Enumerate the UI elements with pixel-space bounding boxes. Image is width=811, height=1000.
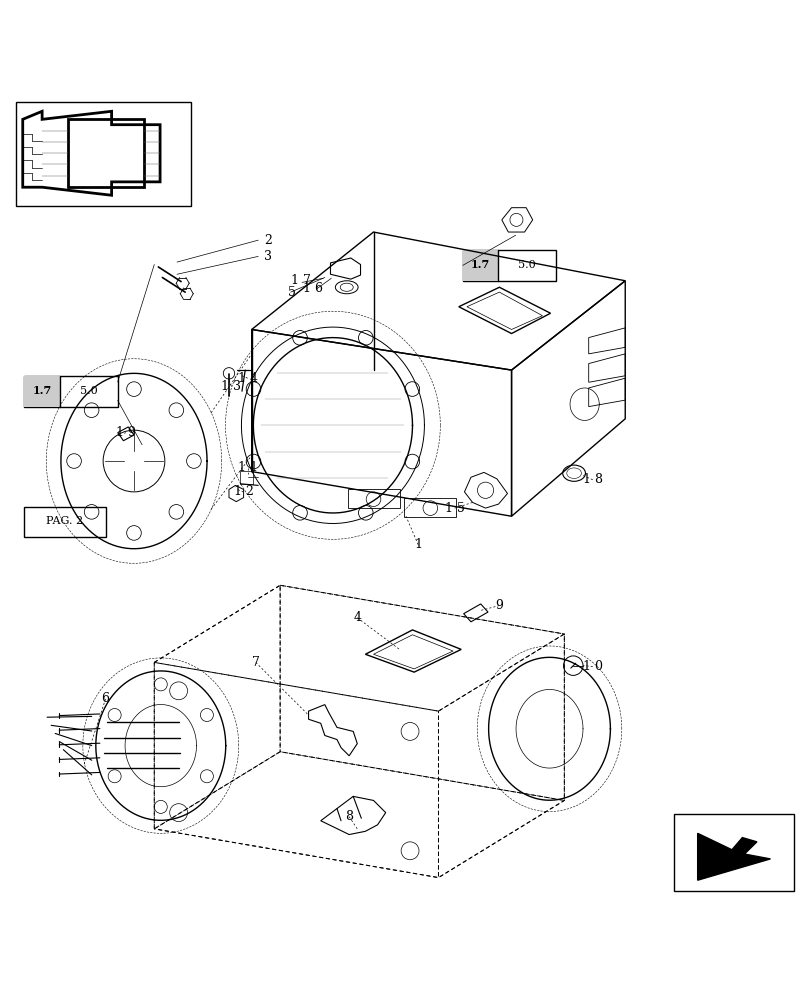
Text: 1 0: 1 0 <box>582 660 602 673</box>
Text: 1 9: 1 9 <box>116 426 135 439</box>
Text: PAG. 2: PAG. 2 <box>46 516 84 526</box>
Bar <box>24 507 105 537</box>
Text: 5.0: 5.0 <box>79 386 97 396</box>
Text: 8: 8 <box>345 810 353 823</box>
Text: 1 3: 1 3 <box>221 380 241 393</box>
Bar <box>462 250 556 281</box>
Text: 2: 2 <box>264 234 272 247</box>
Text: 1 8: 1 8 <box>582 473 602 486</box>
Text: 1: 1 <box>414 538 422 551</box>
Text: 3: 3 <box>264 250 272 263</box>
Text: 1 4: 1 4 <box>238 372 257 385</box>
Text: 1 1: 1 1 <box>238 461 257 474</box>
Text: 7: 7 <box>251 656 260 669</box>
Bar <box>16 102 191 206</box>
Text: 1 7: 1 7 <box>290 274 310 287</box>
Text: 5: 5 <box>288 286 296 299</box>
Text: 9: 9 <box>495 599 503 612</box>
Bar <box>24 376 60 407</box>
Text: 1 2: 1 2 <box>234 485 253 498</box>
Text: 1.7: 1.7 <box>470 259 490 270</box>
Bar <box>673 814 793 891</box>
Text: 1 6: 1 6 <box>303 282 322 295</box>
Polygon shape <box>697 833 770 880</box>
Text: 5.0: 5.0 <box>517 260 535 270</box>
Text: 6: 6 <box>101 692 109 705</box>
Text: 1 5: 1 5 <box>444 502 464 515</box>
Text: 1.7: 1.7 <box>32 385 52 396</box>
Text: 4: 4 <box>353 611 361 624</box>
Bar <box>462 250 498 281</box>
Bar <box>24 376 118 407</box>
